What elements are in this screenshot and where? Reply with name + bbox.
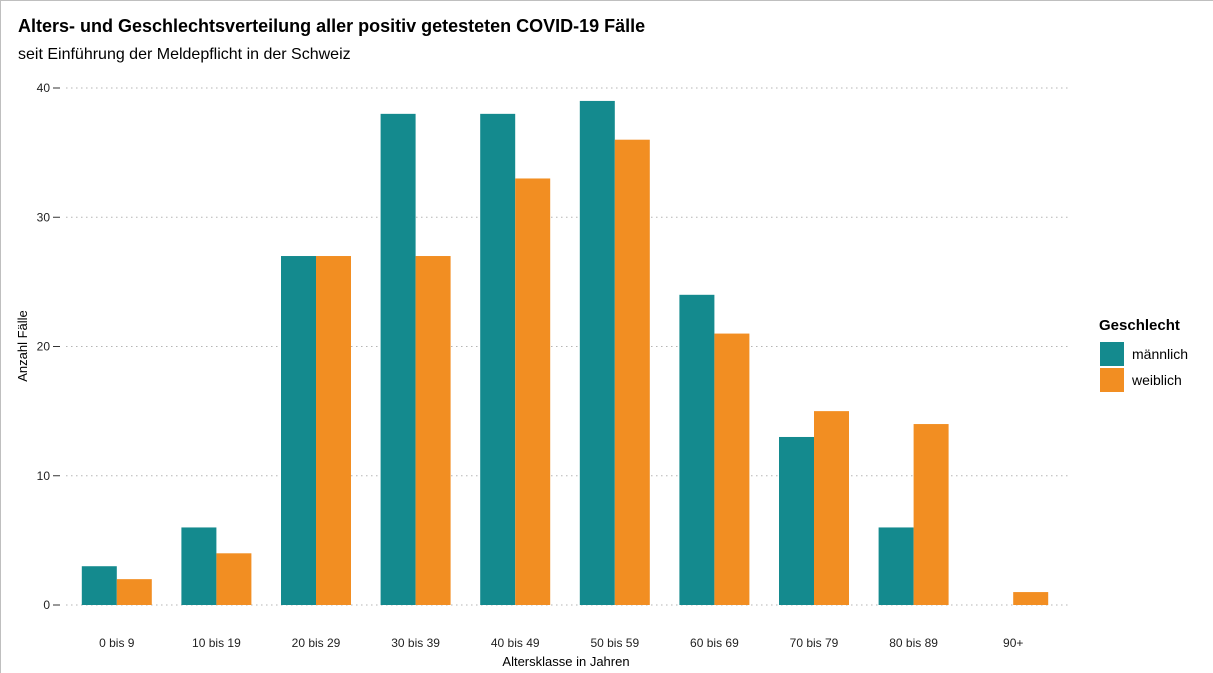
x-tick-label: 50 bis 59 xyxy=(590,636,639,650)
x-axis-label: Altersklasse in Jahren xyxy=(502,654,629,669)
bar-männlich-6 xyxy=(679,294,715,605)
chart-title: Alters- und Geschlechtsverteilung aller … xyxy=(18,16,646,36)
y-tick-label: 10 xyxy=(37,469,51,483)
bar-männlich-8 xyxy=(878,527,914,605)
bar-weiblich-8 xyxy=(913,424,949,605)
y-tick-label: 20 xyxy=(37,340,51,354)
bar-weiblich-5 xyxy=(614,139,650,605)
x-tick-label: 20 bis 29 xyxy=(292,636,341,650)
x-tick-label: 30 bis 39 xyxy=(391,636,440,650)
bar-männlich-4 xyxy=(480,113,516,605)
bar-männlich-3 xyxy=(380,113,416,605)
x-tick-label: 10 bis 19 xyxy=(192,636,241,650)
bar-weiblich-7 xyxy=(814,411,849,605)
x-tick-label: 40 bis 49 xyxy=(491,636,540,650)
bar-männlich-7 xyxy=(779,436,814,605)
bar-weiblich-4 xyxy=(515,178,551,605)
y-axis-ticks: 0 10 20 30 40 xyxy=(37,81,60,612)
bar-weiblich-0 xyxy=(116,579,152,605)
y-tick-label: 30 xyxy=(37,210,51,224)
legend-label-männlich: männlich xyxy=(1132,346,1188,362)
chart-subtitle: seit Einführung der Meldepflicht in der … xyxy=(18,46,351,63)
x-tick-label: 70 bis 79 xyxy=(790,636,839,650)
bar-weiblich-2 xyxy=(316,256,351,605)
x-tick-label: 60 bis 69 xyxy=(690,636,739,650)
bars xyxy=(81,100,1049,606)
bar-weiblich-6 xyxy=(714,333,750,605)
legend-swatch-männlich xyxy=(1100,342,1124,366)
y-axis-label: Anzahl Fälle xyxy=(15,310,30,382)
x-tick-label: 90+ xyxy=(1003,636,1023,650)
bar-männlich-0 xyxy=(81,566,117,605)
x-axis-ticks: 0 bis 9 10 bis 19 20 bis 29 30 bis 39 40 bis… xyxy=(99,636,1023,650)
bar-weiblich-1 xyxy=(216,553,252,605)
y-tick-label: 0 xyxy=(43,598,50,612)
bar-weiblich-9 xyxy=(1013,592,1049,605)
x-tick-label: 80 bis 89 xyxy=(889,636,938,650)
legend-swatch-weiblich xyxy=(1100,368,1124,392)
bar-weiblich-3 xyxy=(415,256,451,605)
bar-männlich-5 xyxy=(579,100,615,606)
legend-label-weiblich: weiblich xyxy=(1131,372,1182,388)
y-tick-label: 40 xyxy=(37,81,51,95)
legend-title: Geschlecht xyxy=(1099,317,1180,334)
bar-männlich-2 xyxy=(281,256,316,605)
legend: Geschlecht männlich weiblich xyxy=(1099,317,1188,392)
x-tick-label: 0 bis 9 xyxy=(99,636,135,650)
bar-männlich-1 xyxy=(181,527,217,605)
